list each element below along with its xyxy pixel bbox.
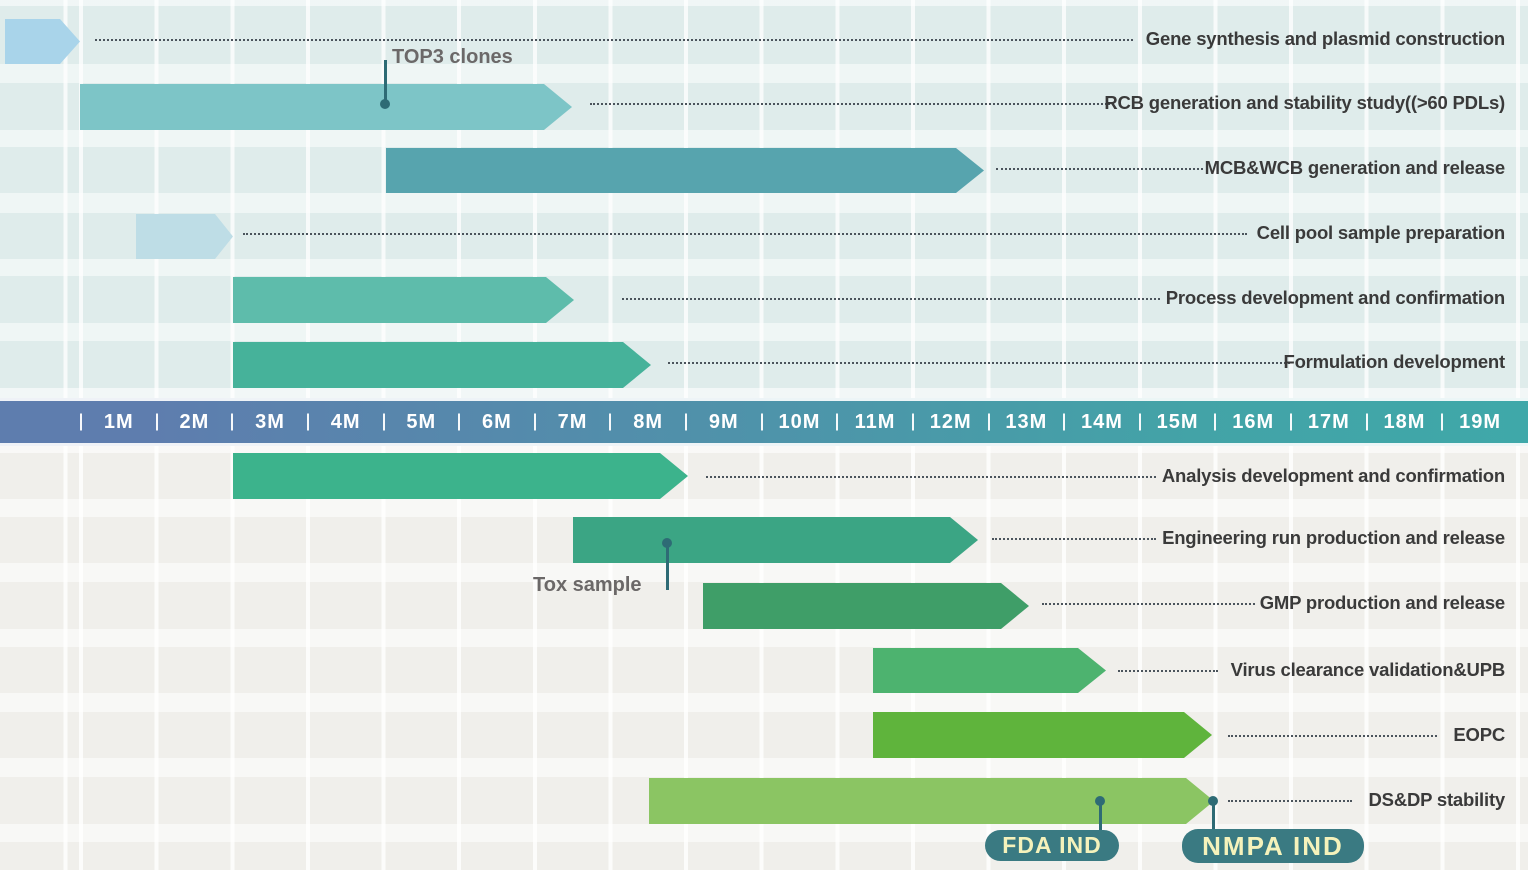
label-dsdp-stability: DS&DP stability: [1368, 789, 1506, 810]
leader-gmp-production: [1042, 603, 1255, 605]
axis-month-label: 9M: [686, 401, 762, 443]
axis-month-label: 14M: [1064, 401, 1140, 443]
axis-month-label: 6M: [459, 401, 535, 443]
leader-dsdp-stability: [1228, 800, 1352, 802]
label-formulation-dev: Formulation development: [1283, 351, 1505, 372]
tox-sample-marker-dot: [662, 538, 672, 548]
label-mcb-wcb: MCB&WCB generation and release: [1204, 157, 1506, 178]
bar-analysis-dev: [233, 453, 688, 499]
bar-gmp-production: [703, 583, 1029, 629]
leader-gene-synthesis: [95, 39, 1133, 41]
timeline-axis: 1M 2M 3M 4M 5M 6M 7M 8M 9M 10M 11M 12M 13M 14M 15M 16M 1…: [0, 398, 1528, 446]
axis-month-label: 18M: [1367, 401, 1443, 443]
axis-month-label: 1M: [81, 401, 157, 443]
bar-eopc: [873, 712, 1212, 758]
leader-eopc: [1228, 735, 1437, 737]
label-cell-pool: Cell pool sample preparation: [1256, 222, 1506, 243]
axis-month-label: 13M: [989, 401, 1065, 443]
leader-engineering-run: [992, 538, 1156, 540]
post-axis-section-background: [0, 446, 1528, 870]
bar-rcb-generation: [80, 84, 572, 130]
month-labels-row: 1M 2M 3M 4M 5M 6M 7M 8M 9M 10M 11M 12M 13M 14M 15M 16M 1…: [81, 401, 1518, 443]
leader-mcb-wcb: [996, 168, 1203, 170]
label-gene-synthesis: Gene synthesis and plasmid construction: [1145, 28, 1505, 49]
axis-month-label: 7M: [535, 401, 611, 443]
leader-formulation-dev: [668, 362, 1290, 364]
label-eopc: EOPC: [1453, 724, 1505, 745]
label-engineering-run: Engineering run production and release: [1162, 527, 1505, 548]
label-process-dev: Process development and confirmation: [1165, 287, 1505, 308]
leader-cell-pool: [243, 233, 1247, 235]
axis-month-label: 2M: [157, 401, 233, 443]
top3-clones-pointer-line: [384, 60, 387, 102]
fda-ind-pointer-line: [1099, 800, 1102, 832]
axis-month-label: 4M: [308, 401, 384, 443]
label-analysis-dev: Analysis development and confirmation: [1161, 465, 1505, 486]
tox-sample-annotation: Tox sample: [533, 574, 642, 596]
bar-virus-clearance: [873, 648, 1106, 693]
nmpa-ind-milestone-badge: NMPA IND: [1182, 829, 1364, 863]
leader-process-dev: [622, 298, 1160, 300]
leader-rcb-generation: [590, 103, 1110, 105]
bar-engineering-run: [573, 517, 978, 563]
axis-month-label: 3M: [232, 401, 308, 443]
tox-sample-pointer-line: [666, 546, 669, 590]
label-rcb-generation: RCB generation and stability study((>60 …: [1104, 92, 1505, 113]
leader-virus-clearance: [1118, 670, 1218, 672]
axis-month-label: 10M: [762, 401, 838, 443]
axis-month-label: 11M: [837, 401, 913, 443]
bar-process-dev: [233, 277, 574, 323]
label-virus-clearance: Virus clearance validation&UPB: [1230, 659, 1506, 680]
label-gmp-production: GMP production and release: [1259, 592, 1505, 613]
nmpa-ind-pointer-line: [1212, 800, 1215, 832]
leader-analysis-dev: [706, 476, 1156, 478]
bar-mcb-wcb: [386, 148, 984, 193]
pre-ind-section-background: [0, 0, 1528, 398]
bar-dsdp-stability: [649, 778, 1214, 824]
axis-month-label: 5M: [384, 401, 460, 443]
axis-month-label: 19M: [1442, 401, 1518, 443]
top3-clones-marker-dot: [380, 99, 390, 109]
top3-clones-annotation: TOP3 clones: [392, 46, 513, 68]
axis-month-label: 8M: [610, 401, 686, 443]
bar-cell-pool: [136, 214, 233, 259]
axis-month-label: 15M: [1140, 401, 1216, 443]
axis-month-label: 17M: [1291, 401, 1367, 443]
bar-formulation-dev: [233, 342, 651, 388]
fda-ind-milestone-badge: FDA IND: [985, 830, 1119, 861]
axis-month-label: 16M: [1215, 401, 1291, 443]
axis-month-label: 12M: [913, 401, 989, 443]
